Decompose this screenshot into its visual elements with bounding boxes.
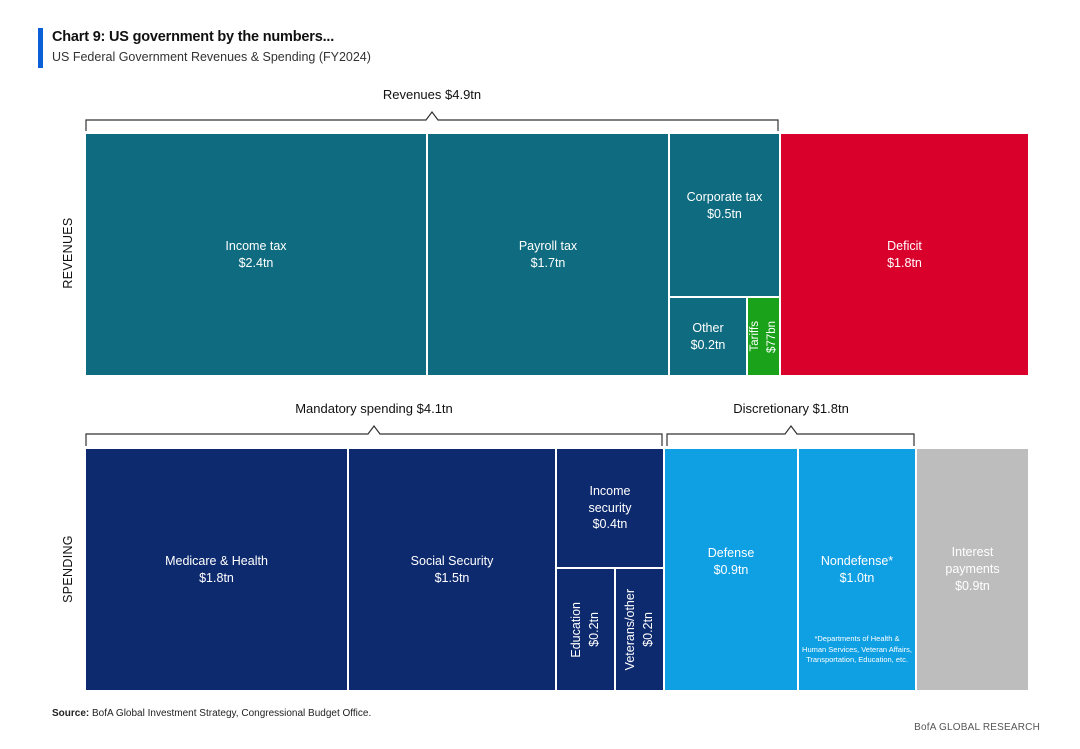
tariffs-text: Tariffs $77bn xyxy=(748,321,779,353)
discretionary-total-label: Discretionary $1.8tn xyxy=(733,401,849,416)
spending-row-label: SPENDING xyxy=(61,535,75,603)
medicare-health-value: $1.8tn xyxy=(199,570,234,585)
title-accent-bar xyxy=(38,28,43,68)
income-security-value: $0.4tn xyxy=(592,517,628,532)
social-security-cell: Social Security $1.5tn xyxy=(348,448,556,691)
payroll-tax-value: $1.7tn xyxy=(530,255,566,270)
defense-cell: Defense $0.9tn xyxy=(664,448,798,691)
revenues-brace xyxy=(85,111,779,131)
education-label: Education xyxy=(568,601,583,658)
mandatory-total-label: Mandatory spending $4.1tn xyxy=(295,401,453,416)
defense-value: $0.9tn xyxy=(713,562,749,577)
veterans-other-value: $0.2tn xyxy=(640,612,655,647)
deficit-cell: Deficit $1.8tn xyxy=(780,133,1029,376)
veterans-other-label: Veterans/other xyxy=(622,588,637,671)
other-revenue-cell: Other $0.2tn xyxy=(669,297,747,376)
interest-payments-value: $0.9tn xyxy=(955,578,990,593)
mandatory-brace xyxy=(85,425,663,446)
income-tax-cell: Income tax $2.4tn xyxy=(85,133,427,376)
discretionary-brace xyxy=(666,425,915,446)
tariffs-label: Tariffs xyxy=(749,321,762,352)
medicare-health-cell: Medicare & Health $1.8tn xyxy=(85,448,348,691)
corporate-tax-value: $0.5tn xyxy=(707,207,742,221)
corporate-tax-cell: Corporate tax $0.5tn xyxy=(669,133,780,297)
payroll-tax-cell: Payroll tax $1.7tn xyxy=(427,133,669,376)
tariffs-value: $77bn xyxy=(765,320,778,353)
deficit-value: $1.8tn xyxy=(887,255,922,270)
social-security-label: Social Security xyxy=(410,553,494,568)
education-value: $0.2tn xyxy=(586,612,601,647)
source-note: Source: BofA Global Investment Strategy,… xyxy=(52,708,371,719)
other-revenue-label: Other xyxy=(692,320,724,335)
payroll-tax-label: Payroll tax xyxy=(518,238,578,253)
veterans-other-cell: Veterans/other $0.2tn xyxy=(615,568,664,691)
income-tax-label: Income tax xyxy=(225,238,287,253)
income-security-label: Income security xyxy=(588,483,632,515)
interest-payments-label: Interest payments xyxy=(945,545,1000,577)
source-text: BofA Global Investment Strategy, Congres… xyxy=(89,708,372,719)
tariffs-cell: Tariffs $77bn xyxy=(747,297,780,376)
nondefense-value: $1.0tn xyxy=(839,570,875,585)
chart-subtitle: US Federal Government Revenues & Spendin… xyxy=(52,50,371,64)
income-security-cell: Income security $0.4tn xyxy=(556,448,664,568)
nondefense-cell: Nondefense* $1.0tn xyxy=(798,448,916,691)
education-cell: Education $0.2tn xyxy=(556,568,615,691)
chart-title: Chart 9: US government by the numbers... xyxy=(52,29,335,45)
veterans-other-text: Veterans/other $0.2tn xyxy=(623,589,656,670)
nondefense-footnote: *Departments of Health & Human Services,… xyxy=(802,634,912,664)
revenues-total-label: Revenues $4.9tn xyxy=(382,87,482,102)
social-security-value: $1.5tn xyxy=(434,570,470,585)
education-text: Education $0.2tn xyxy=(569,602,602,658)
interest-payments-cell: Interest payments $0.9tn xyxy=(916,448,1029,691)
nondefense-label: Nondefense* xyxy=(820,554,894,568)
deficit-label: Deficit xyxy=(887,238,922,253)
medicare-health-label: Medicare & Health xyxy=(165,553,268,568)
brand-label: BofA GLOBAL RESEARCH xyxy=(914,722,1040,733)
income-tax-value: $2.4tn xyxy=(238,255,274,270)
corporate-tax-label: Corporate tax xyxy=(686,190,763,205)
source-label: Source: xyxy=(52,708,90,719)
other-revenue-value: $0.2tn xyxy=(690,337,726,352)
defense-label: Defense xyxy=(707,545,755,560)
revenues-row-label: REVENUES xyxy=(61,217,75,289)
